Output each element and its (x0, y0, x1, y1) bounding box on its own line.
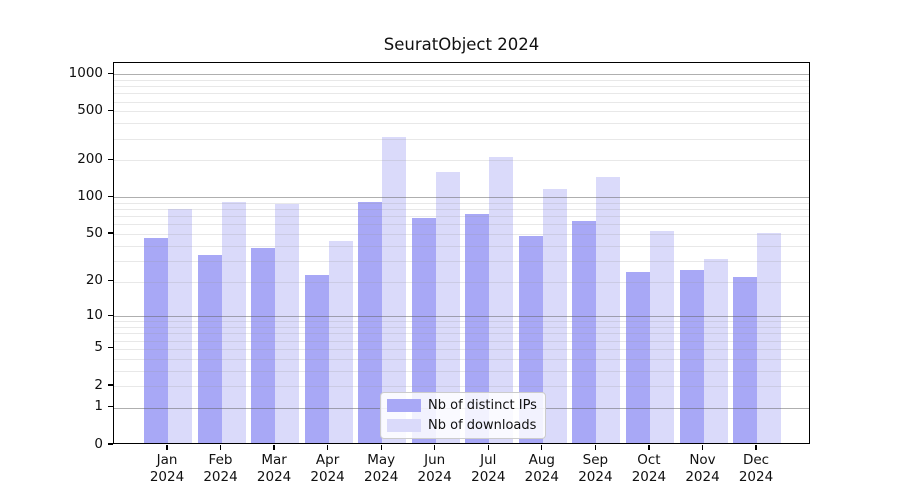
x-tick-mark (755, 445, 757, 450)
y-tick-mark (108, 72, 113, 74)
bar-ips-jan (144, 237, 168, 443)
x-tick-label: Nov 2024 (685, 452, 720, 485)
bar-ips-mar (251, 247, 276, 443)
x-tick-label: May 2024 (364, 452, 399, 485)
x-tick-mark (487, 445, 489, 450)
y-tick-mark (108, 347, 113, 349)
y-tick-mark (108, 406, 113, 408)
y-tick-mark (108, 109, 113, 111)
y-tick-mark (108, 195, 113, 197)
x-tick-mark (648, 445, 650, 450)
legend-entry-downloads: Nb of downloads (387, 418, 537, 433)
bar-downloads-nov (703, 258, 728, 443)
bar-ips-apr (304, 274, 329, 443)
y-tick-label: 5 (94, 339, 103, 356)
x-tick-label: Dec 2024 (738, 452, 774, 485)
x-tick-label: Jun 2024 (417, 452, 452, 485)
x-tick-mark (594, 445, 597, 450)
bar-downloads-aug (542, 189, 567, 443)
x-tick-label: Aug 2024 (524, 452, 559, 485)
y-tick-label: 1 (94, 398, 103, 415)
y-tick-label: 2 (94, 376, 103, 393)
legend-label-distinct-ips: Nb of distinct IPs (428, 398, 537, 413)
y-tick-label: 10 (85, 306, 103, 323)
y-tick-label: 50 (85, 224, 103, 241)
legend-swatch-downloads (387, 419, 421, 432)
bar-ips-feb (197, 255, 222, 443)
y-tick-label: 20 (85, 272, 103, 289)
y-tick-label: 500 (77, 101, 103, 118)
bar-downloads-apr (328, 241, 353, 443)
plot-area (113, 62, 810, 444)
bar-ips-nov (679, 270, 704, 443)
bar-downloads-feb (221, 202, 246, 443)
x-tick-label: Jul 2024 (471, 452, 506, 485)
x-tick-mark (434, 445, 436, 450)
x-tick-mark (380, 445, 382, 450)
legend-entry-distinct-ips: Nb of distinct IPs (387, 398, 537, 413)
bar-downloads-mar (275, 203, 300, 443)
x-tick-label: Mar 2024 (256, 452, 292, 485)
x-tick-mark (326, 445, 329, 450)
y-tick-label: 100 (77, 187, 103, 204)
x-tick-label: Oct 2024 (631, 452, 667, 485)
x-tick-mark (166, 445, 168, 450)
y-tick-label: 200 (77, 150, 103, 167)
x-tick-mark (541, 445, 543, 450)
bar-ips-may (358, 201, 383, 443)
x-tick-mark (701, 445, 704, 450)
bar-downloads-dec (757, 233, 781, 443)
bar-ips-dec (733, 277, 757, 443)
x-tick-label: Apr 2024 (310, 452, 345, 485)
x-tick-mark (219, 445, 222, 450)
legend-label-downloads: Nb of downloads (428, 418, 537, 433)
chart-title: SeuratObject 2024 (383, 35, 540, 54)
bar-downloads-oct (649, 230, 674, 443)
y-tick-label: 1000 (68, 64, 103, 81)
bar-downloads-sep (596, 177, 621, 443)
bar-ips-sep (572, 220, 597, 443)
bars-layer (114, 63, 809, 443)
bar-ips-oct (625, 272, 650, 443)
y-tick-mark (108, 158, 113, 161)
y-tick-label: 0 (94, 435, 103, 452)
y-tick-mark (108, 443, 113, 445)
legend-swatch-distinct-ips (387, 399, 421, 412)
x-tick-mark (273, 445, 275, 450)
x-tick-label: Feb 2024 (203, 452, 238, 485)
bar-downloads-jan (168, 208, 192, 443)
y-tick-mark (108, 232, 113, 234)
x-tick-label: Jan 2024 (149, 452, 185, 485)
y-tick-mark (108, 279, 113, 282)
y-tick-mark (108, 314, 113, 316)
y-tick-mark (108, 384, 113, 386)
x-tick-label: Sep 2024 (578, 452, 613, 485)
legend: Nb of distinct IPs Nb of downloads (380, 392, 546, 439)
